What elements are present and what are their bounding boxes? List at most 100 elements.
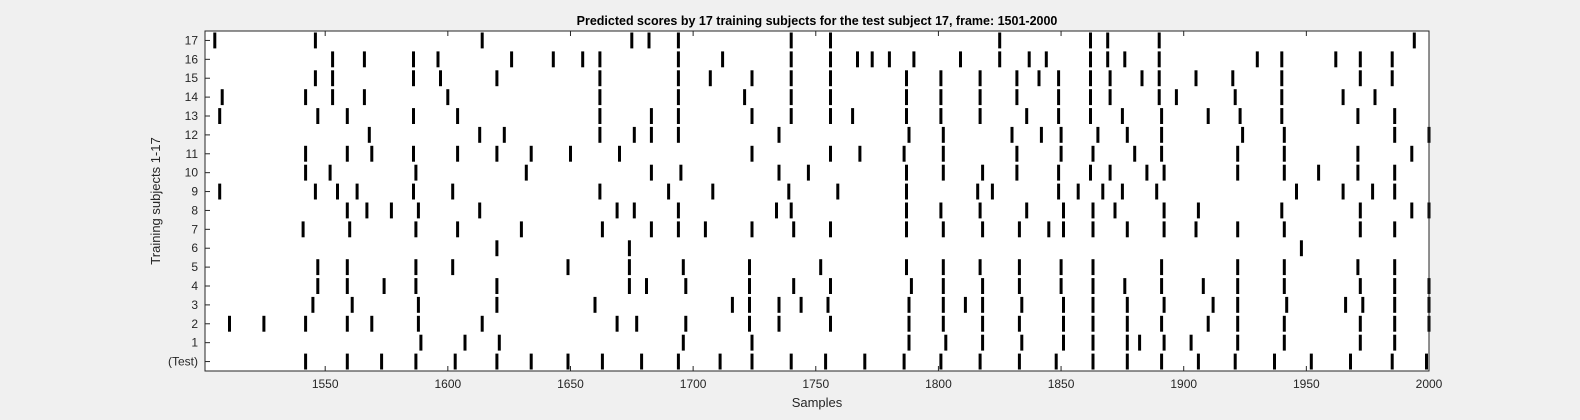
event-mark xyxy=(1201,278,1205,294)
x-tick-label: 1600 xyxy=(434,377,461,391)
event-mark xyxy=(792,221,796,238)
event-mark xyxy=(941,164,945,181)
event-mark xyxy=(748,315,751,332)
event-mark xyxy=(1015,89,1019,106)
event-mark xyxy=(1390,51,1394,68)
y-tick-label: 6 xyxy=(191,241,198,255)
event-mark xyxy=(905,164,908,181)
event-mark xyxy=(412,51,415,68)
event-mark xyxy=(1236,164,1240,181)
event-mark xyxy=(750,70,754,87)
event-mark xyxy=(1162,164,1166,181)
event-mark xyxy=(627,278,631,294)
event-mark xyxy=(902,353,906,370)
y-tick-label: 15 xyxy=(185,71,199,85)
event-mark xyxy=(676,221,680,238)
event-mark xyxy=(593,296,597,313)
event-mark xyxy=(1091,334,1095,351)
x-tick-label: 2000 xyxy=(1416,377,1443,391)
event-mark xyxy=(1231,70,1235,87)
plot-frame xyxy=(204,30,1430,372)
y-tick-label: 11 xyxy=(186,147,199,161)
event-mark xyxy=(632,202,636,219)
event-mark xyxy=(905,221,908,238)
event-mark xyxy=(647,32,651,49)
event-mark xyxy=(1108,70,1112,87)
event-mark xyxy=(1108,89,1112,106)
event-mark xyxy=(304,315,308,332)
event-mark xyxy=(1236,278,1240,294)
event-mark xyxy=(1211,296,1215,313)
chart-title: Predicted scores by 17 training subjects… xyxy=(577,14,1058,28)
event-mark xyxy=(1145,164,1149,181)
event-mark xyxy=(1015,70,1019,87)
event-mark xyxy=(1390,353,1394,370)
event-mark xyxy=(1280,108,1284,124)
event-mark xyxy=(1273,353,1276,370)
event-mark xyxy=(1140,70,1144,87)
event-mark xyxy=(1196,353,1200,370)
event-mark xyxy=(909,278,913,294)
event-mark xyxy=(1356,145,1360,162)
event-mark xyxy=(345,108,349,124)
event-mark xyxy=(1233,89,1237,106)
event-mark xyxy=(676,353,680,370)
event-mark xyxy=(1282,164,1286,181)
event-mark xyxy=(1057,70,1061,87)
y-tick-label: 9 xyxy=(191,185,198,199)
event-mark xyxy=(1160,315,1164,332)
event-mark xyxy=(789,353,793,370)
x-tick-label: 1700 xyxy=(680,377,707,391)
event-mark xyxy=(1412,32,1416,49)
event-mark xyxy=(1361,296,1365,313)
x-ticks: 1550 1600 1650 1700 1750 1800 1850 1900 1950 2000 xyxy=(312,31,1443,391)
event-mark xyxy=(311,296,315,313)
event-mark xyxy=(1282,278,1286,294)
event-mark xyxy=(676,89,680,106)
event-mark xyxy=(1113,202,1117,219)
event-mark xyxy=(301,221,305,238)
event-mark xyxy=(981,221,985,238)
event-mark xyxy=(681,259,685,276)
event-mark xyxy=(456,221,460,238)
event-mark xyxy=(630,32,634,49)
event-mark xyxy=(1089,164,1092,181)
event-mark xyxy=(615,202,619,219)
event-mark xyxy=(416,296,420,313)
event-mark xyxy=(362,89,366,106)
event-mark xyxy=(829,51,832,68)
event-mark xyxy=(1194,221,1198,238)
event-mark xyxy=(1358,221,1362,238)
event-mark xyxy=(907,126,911,143)
event-mark xyxy=(439,70,442,87)
y-ticks: 17 16 15 14 13 12 11 10 9 8 7 6 5 4 3 2 1 (Test) xyxy=(168,33,210,369)
event-mark xyxy=(978,89,982,106)
event-mark xyxy=(510,51,514,68)
x-tick-label: 1750 xyxy=(802,377,829,391)
event-mark xyxy=(1196,202,1200,219)
y-tick-label: 17 xyxy=(185,33,199,47)
event-mark xyxy=(551,51,555,68)
event-mark xyxy=(1089,89,1092,106)
event-mark xyxy=(1393,108,1397,124)
event-mark xyxy=(887,51,891,68)
event-mark xyxy=(711,183,715,200)
event-mark xyxy=(676,202,680,219)
event-mark xyxy=(870,51,874,68)
event-mark xyxy=(1044,51,1048,68)
event-mark xyxy=(829,145,832,162)
event-mark xyxy=(978,70,982,87)
event-mark xyxy=(316,108,320,124)
event-mark xyxy=(316,259,320,276)
event-mark xyxy=(1120,108,1124,124)
event-mark xyxy=(963,296,967,313)
event-mark xyxy=(1039,126,1043,143)
y-tick-label: 8 xyxy=(191,203,198,217)
y-axis-label: Training subjects 1-17 xyxy=(148,137,163,264)
event-mark xyxy=(456,108,460,124)
event-mark xyxy=(905,202,908,219)
event-mark xyxy=(981,278,985,294)
event-mark xyxy=(748,278,751,294)
event-mark xyxy=(789,108,793,124)
event-mark xyxy=(1282,315,1286,332)
